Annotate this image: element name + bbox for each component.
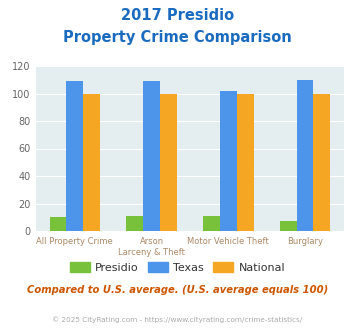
Bar [220,91,237,231]
Bar [160,93,177,231]
Text: Property Crime Comparison: Property Crime Comparison [63,30,292,45]
Legend: Presidio, Texas, National: Presidio, Texas, National [65,258,290,277]
Text: © 2025 CityRating.com - https://www.cityrating.com/crime-statistics/: © 2025 CityRating.com - https://www.city… [53,317,302,323]
Bar [83,93,100,231]
Bar [313,93,330,231]
Bar [126,216,143,231]
Bar [237,93,253,231]
Bar [143,81,160,231]
Bar [280,221,296,231]
Text: 2017 Presidio: 2017 Presidio [121,8,234,23]
Text: Compared to U.S. average. (U.S. average equals 100): Compared to U.S. average. (U.S. average … [27,285,328,295]
Bar [50,217,66,231]
Bar [203,216,220,231]
Bar [66,81,83,231]
Bar [296,80,313,231]
